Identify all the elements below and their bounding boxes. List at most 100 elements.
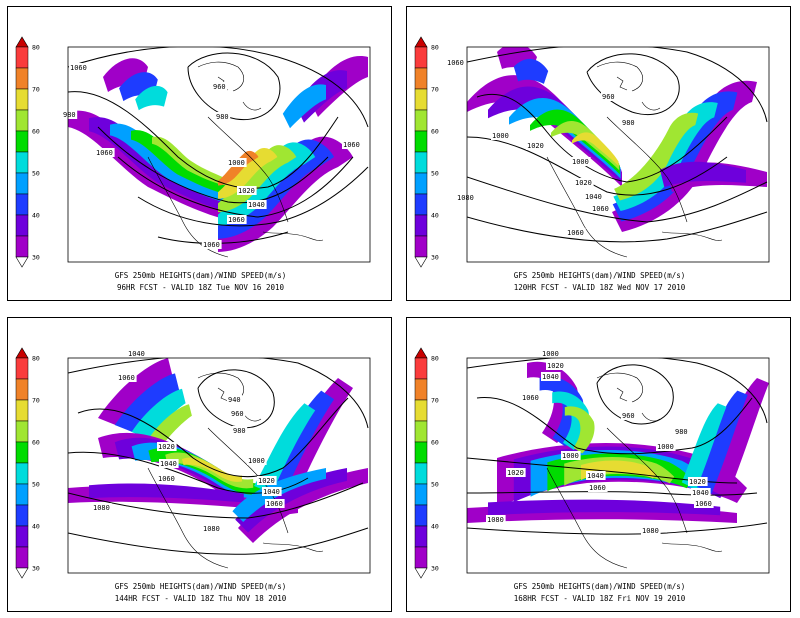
colorbar-tick-label: 70 [32,397,40,405]
colorbar-tick-label: 70 [431,397,439,405]
contour-line [476,93,728,183]
contour-label: 1060 [95,148,115,157]
colorbar-swatch [15,357,29,380]
contour-label: 1060 [227,215,247,224]
contour-label-text: 1040 [248,201,265,209]
contour-line [476,397,753,455]
contour-label-text: 1000 [228,159,245,167]
colorbar-swatch [414,130,428,153]
colorbar-swatch [414,357,428,380]
contour-label: 1020 [546,361,566,370]
contour-label-text: 1060 [228,216,245,224]
colorbar-swatch [15,46,29,69]
map-plot: 3040506070801040106094096098010001020104… [15,347,371,579]
wind-speed-shading [98,358,192,445]
contour-label: 960 [230,409,246,418]
wind-band [660,161,746,188]
contour-line [596,364,674,425]
contour-line [77,397,349,478]
wind-band [707,378,769,498]
colorbar-swatch [15,378,29,401]
contour-label: 960 [212,82,228,91]
colorbar-swatch [15,67,29,90]
contour-label: 1020 [506,468,526,477]
contour-line [137,166,369,227]
colorbar-tick-label: 50 [431,481,439,489]
contour-label-text: 1020 [689,478,706,486]
contour-label: 1060 [117,373,137,382]
wind-speed-shading [660,161,767,192]
wind-speed-shading [467,499,737,523]
contour-label: 960 [601,92,617,101]
colorbar-swatch [15,109,29,132]
colorbar-top-arrow [414,36,428,48]
contour-label: 1040 [247,200,267,209]
contour-label: 1040 [541,372,561,381]
contour-label: 1060 [694,499,714,508]
panel-subtitle: 96HR FCST - VALID 18Z Tue NOV 16 2010 [116,283,285,292]
colorbar-swatch [414,504,428,527]
contour-label-text: 1060 [158,475,175,483]
contour-label-text: 960 [602,93,615,101]
colorbar-swatch [15,483,29,506]
colorbar: 30 40 50 60 70 80 [15,36,40,268]
colorbar-swatch [414,483,428,506]
wind-band [282,84,326,129]
colorbar-tick-label: 40 [431,212,439,220]
contour-line [197,369,275,429]
colorbar-swatch [15,441,29,464]
map-frame [67,46,371,263]
colorbar-swatch [15,151,29,174]
wind-band [572,132,619,166]
contour-label: 1040 [691,488,711,497]
height-contours [68,47,369,244]
colorbar-swatch [414,441,428,464]
wind-band [551,120,620,171]
wind-speed-shading [527,361,595,454]
map-area [68,358,370,573]
wind-band [488,499,721,516]
map-plot: 3040506070801060960980100010201000102010… [414,36,770,268]
colorbar-swatch [15,172,29,195]
colorbar-tick-label: 80 [431,355,439,363]
contour-line [117,156,354,218]
contour-label-text: 1020 [507,469,524,477]
wind-band [513,58,549,84]
colorbar-swatch [15,504,29,527]
contour-label-text: 1040 [692,489,709,497]
contour-label-text: 960 [622,412,635,420]
contour-line [467,176,768,223]
colorbar-swatch [414,67,428,90]
colorbar-tick-label: 40 [32,212,40,220]
colorbar-swatch [15,88,29,111]
wind-band [114,373,180,434]
contour-label-text: 1020 [527,142,544,150]
contour-label: 1000 [227,158,247,167]
contour-label: 1040 [127,349,147,358]
wind-band [581,460,656,480]
wind-band [235,468,347,533]
contour-label: 980 [621,118,637,127]
contour-label-text: 1040 [263,488,280,496]
colorbar-swatch [15,214,29,237]
contour-label-text: 1020 [575,179,592,187]
colorbar-swatch [15,525,29,548]
panel-title: GFS 250mb HEIGHTS(dam)/WIND SPEED(m/s) [513,582,686,591]
wind-band [218,142,316,226]
contour-label-text: 940 [228,396,241,404]
contour-label-text: 980 [675,428,688,436]
map-frame [67,357,371,574]
contour-label: 1060 [521,393,541,402]
colorbar-top-arrow [414,347,428,359]
contour-label: 1000 [571,157,591,166]
map-frame [466,357,770,574]
colorbar-swatch [15,420,29,443]
panel-subtitle: 144HR FCST - VALID 18Z Thu NOV 18 2010 [114,594,287,603]
colorbar-tick-label: 30 [431,254,439,262]
contour-line [68,91,339,189]
contour-label: 1020 [237,186,257,195]
contour-label: 1040 [159,459,179,468]
contour-label: 1000 [491,131,511,140]
contour-line [467,211,768,243]
